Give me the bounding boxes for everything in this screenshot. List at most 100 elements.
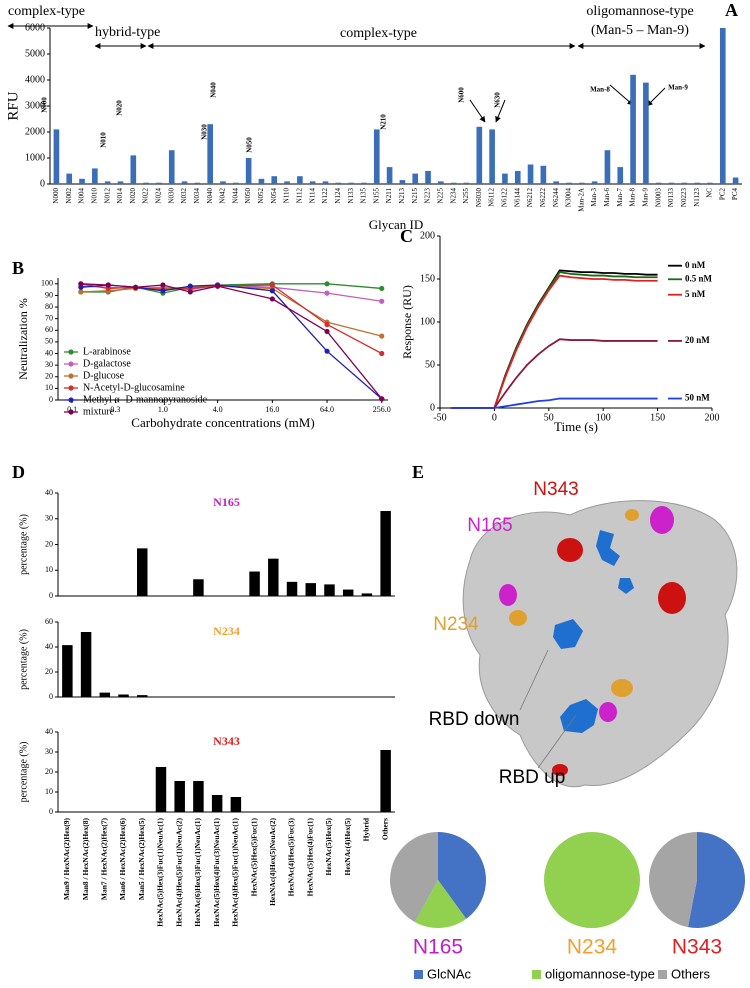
bar bbox=[245, 158, 252, 184]
legend-label: D-glucose bbox=[83, 370, 125, 381]
x-tick-label: N034 bbox=[193, 188, 201, 204]
bar bbox=[335, 182, 342, 184]
x-tick-label: N124 bbox=[334, 188, 342, 204]
pie-title: N343 bbox=[672, 936, 722, 959]
x-tick-label: Man-9 bbox=[641, 188, 649, 207]
x-tick-label: N0003 bbox=[654, 188, 662, 208]
x-tick-label: 0.3 bbox=[110, 405, 120, 414]
annotation: complex-type bbox=[340, 26, 417, 41]
x-tick-label: N030 bbox=[167, 188, 175, 204]
point bbox=[324, 321, 330, 328]
bar bbox=[489, 129, 495, 184]
bar bbox=[194, 182, 201, 184]
point bbox=[379, 285, 385, 292]
x-tick-label: N213 bbox=[398, 188, 406, 204]
legend-swatch bbox=[658, 970, 667, 979]
x-tick-label: 200 bbox=[705, 412, 720, 423]
bar bbox=[286, 581, 298, 596]
x-tick-label: N6122 bbox=[501, 188, 509, 208]
x-tick-label: Man-2A bbox=[577, 188, 585, 212]
point bbox=[379, 350, 385, 357]
x-tick-label: N6030 bbox=[475, 188, 483, 208]
x-tick-label: N225 bbox=[436, 188, 444, 204]
bar bbox=[719, 28, 726, 184]
bar bbox=[361, 593, 373, 596]
x-tick-label: N050 bbox=[244, 188, 252, 204]
y-tick-label: 0 bbox=[40, 178, 45, 189]
bar bbox=[463, 182, 470, 184]
y-tick-label: 4000 bbox=[25, 74, 45, 85]
y-axis-title: RFU bbox=[5, 91, 21, 120]
pie-slice bbox=[688, 832, 746, 929]
point bbox=[105, 282, 111, 288]
bar bbox=[92, 168, 98, 184]
panel-a-arrows bbox=[7, 23, 706, 123]
point bbox=[187, 289, 193, 295]
x-tick-label: N020 bbox=[129, 188, 137, 204]
bar bbox=[604, 150, 611, 184]
chart-title: N234 bbox=[213, 624, 240, 638]
x-tick-label: N112 bbox=[295, 188, 303, 204]
bar bbox=[168, 150, 175, 184]
structure-label: N165 bbox=[467, 515, 512, 536]
x-tick-label: N110 bbox=[283, 188, 291, 204]
legend-marker bbox=[68, 373, 74, 379]
y-tick-label: 10 bbox=[45, 383, 53, 392]
point bbox=[132, 284, 139, 290]
panel-label: A bbox=[725, 0, 738, 20]
x-tick-label: -50 bbox=[433, 412, 446, 423]
bar bbox=[502, 173, 508, 184]
bar bbox=[117, 181, 124, 184]
glycan-label: N210 bbox=[380, 114, 388, 130]
point bbox=[324, 281, 330, 287]
chart-title: N343 bbox=[213, 734, 240, 748]
x-tick-label: 256.0 bbox=[373, 405, 391, 414]
glycan-label: N010 bbox=[100, 132, 108, 148]
bar bbox=[732, 177, 739, 184]
x-tick-label: HexNAc(4)Hex(5)Fuc(1)NeuAc(1) bbox=[231, 818, 240, 927]
point bbox=[379, 333, 385, 339]
x-tick-label: HexNAc(4)Hex(5)NeuAc(2) bbox=[268, 818, 277, 906]
y-tick-label: 90 bbox=[45, 290, 53, 299]
x-tick-label: 0 bbox=[492, 412, 497, 423]
pie-slice bbox=[438, 832, 487, 919]
x-tick-label: PC4 bbox=[731, 188, 739, 201]
x-tick-label: HexNAc(5)Hex(3)Fuc(1)NeuAc(1) bbox=[156, 818, 165, 927]
x-tick-label: Man9 / HexNAc(2)Hex(9) bbox=[62, 817, 71, 900]
y-tick-label: 30 bbox=[45, 747, 53, 756]
y-tick-label: 30 bbox=[45, 360, 53, 369]
y-tick-label: 40 bbox=[45, 727, 53, 736]
x-tick-label: N032 bbox=[180, 188, 188, 204]
legend-label: L-arabinose bbox=[83, 346, 131, 357]
x-tick-label: 16.0 bbox=[265, 405, 279, 414]
point bbox=[160, 288, 166, 294]
x-tick-label: N211 bbox=[385, 188, 393, 204]
bar bbox=[617, 167, 624, 184]
y-tick-label: 0 bbox=[49, 395, 53, 404]
bar bbox=[137, 548, 148, 596]
glycan-label: N030 bbox=[201, 124, 209, 140]
x-tick-label: N002 bbox=[65, 188, 73, 204]
x-tick-label: 4.0 bbox=[213, 405, 223, 414]
bar bbox=[181, 181, 188, 184]
x-tick-label: N010 bbox=[90, 188, 98, 204]
x-tick-label: 1.0 bbox=[158, 405, 168, 414]
pie-slice bbox=[390, 832, 438, 923]
point bbox=[269, 296, 275, 302]
bar bbox=[578, 182, 585, 184]
y-tick-label: 2000 bbox=[25, 126, 45, 137]
x-tick-label: HexNAc(4)Hex(5) bbox=[343, 818, 352, 876]
x-tick-label: 150 bbox=[650, 412, 665, 423]
x-tick-label: N052 bbox=[257, 188, 265, 204]
y-axis-title: Response (RU) bbox=[400, 285, 414, 359]
bar bbox=[284, 181, 290, 184]
y-tick-label: 40 bbox=[45, 348, 53, 357]
x-tick-label: HexNAc(4)Hex(5)Fuc(1)NeuAc(2) bbox=[174, 818, 183, 927]
x-tick-label: N6112 bbox=[488, 188, 496, 207]
x-tick-label: N044 bbox=[231, 188, 239, 204]
x-axis-title: Time (s) bbox=[554, 419, 598, 434]
bar bbox=[155, 767, 167, 812]
bar bbox=[380, 750, 391, 812]
x-tick-label: 0.1 bbox=[67, 405, 77, 414]
legend-label: 50 nM bbox=[685, 393, 710, 403]
